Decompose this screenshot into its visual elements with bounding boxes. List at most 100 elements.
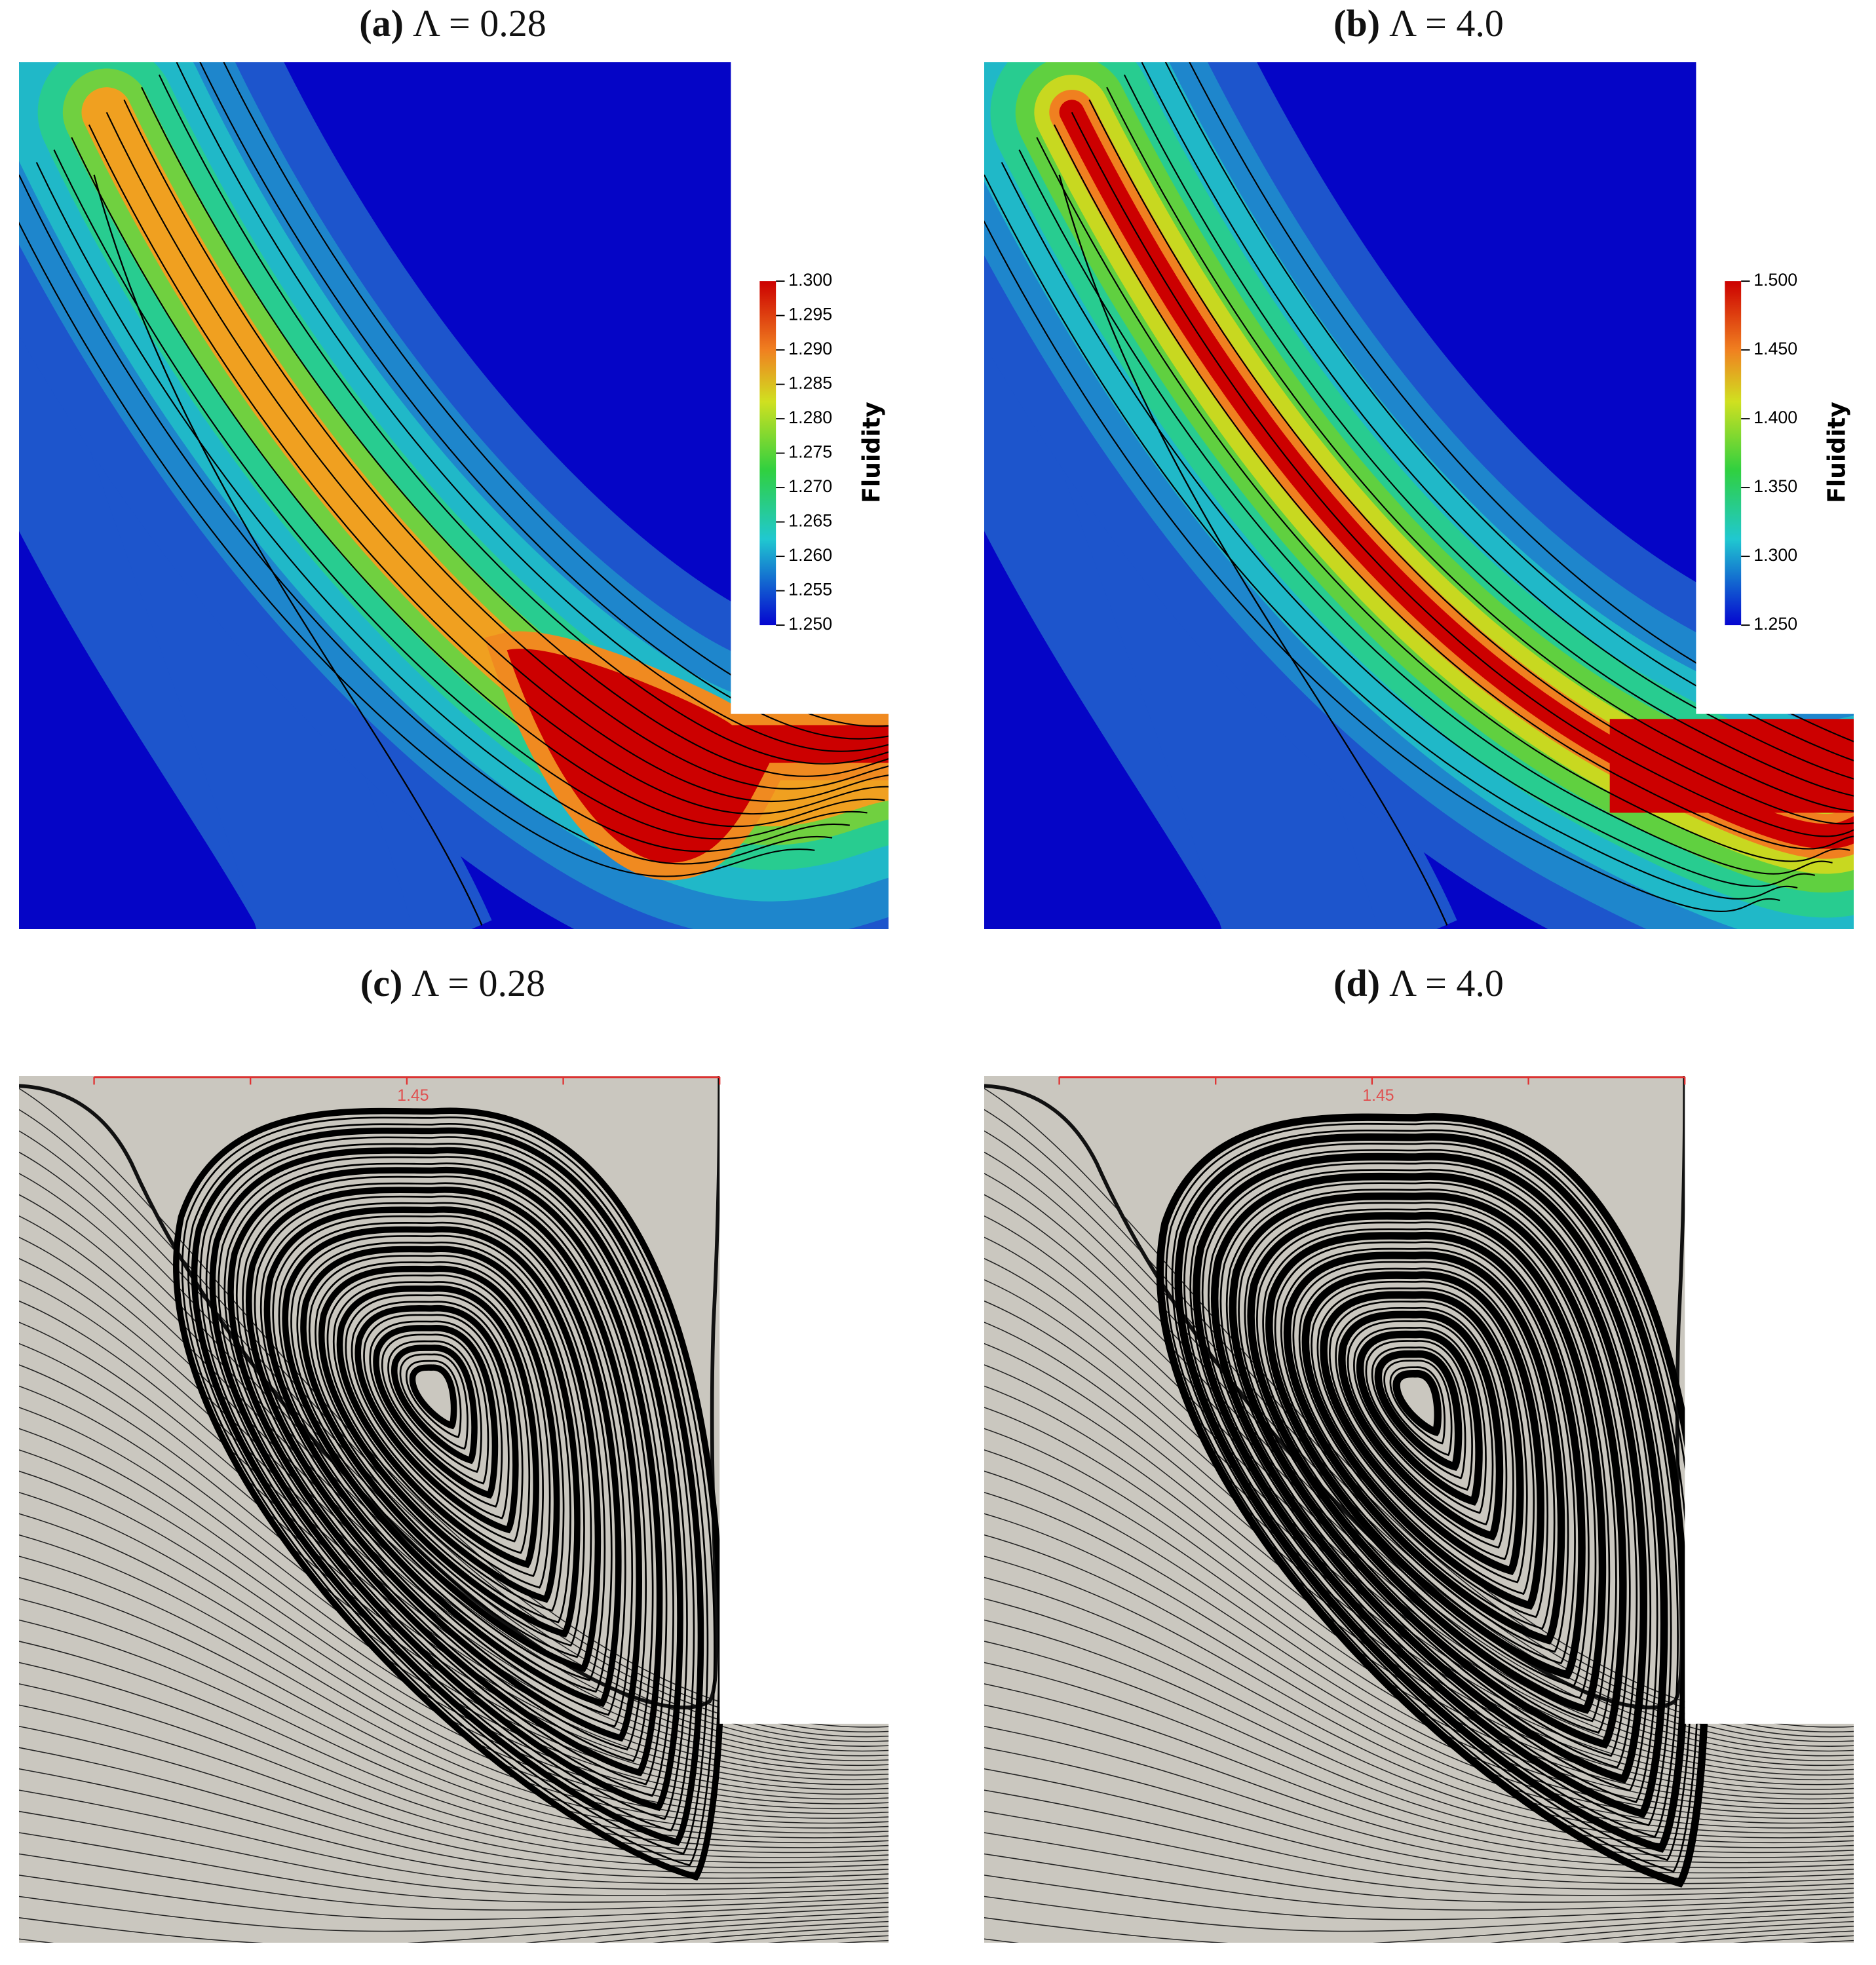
vortex-streamline xyxy=(1301,1271,1544,1610)
streamline xyxy=(19,1322,889,1780)
vortex-streamline xyxy=(1225,1189,1631,1757)
contour-line xyxy=(93,174,483,926)
streamline xyxy=(19,1911,889,1943)
vortex-streamline xyxy=(387,1340,482,1473)
contour-line xyxy=(105,111,889,803)
colorbar-tick-label: 1.450 xyxy=(1753,339,1797,358)
streamline xyxy=(19,1449,889,1810)
vortex-streamline xyxy=(1392,1369,1442,1437)
panel-caption-text: Λ = 4.0 xyxy=(1389,2,1504,45)
vortex-streamline xyxy=(1283,1251,1565,1645)
vortex-streamline xyxy=(1189,1149,1672,1827)
vortex-streamline xyxy=(1256,1221,1597,1700)
contour-line xyxy=(35,162,850,852)
contour-line xyxy=(1123,74,1854,800)
contour-field xyxy=(19,62,889,929)
streamline xyxy=(19,1662,889,1858)
streamline xyxy=(984,1875,1854,1920)
ruler-label: 1.45 xyxy=(1362,1087,1394,1105)
vortex-streamline xyxy=(181,1116,716,1867)
colorbar-tick-label: 1.300 xyxy=(1753,545,1797,565)
vortex-streamline xyxy=(333,1281,544,1577)
colorbar-tick-label: 1.260 xyxy=(788,545,832,565)
colorbar-tick-label: 1.285 xyxy=(788,373,832,393)
colorbar-tick-label: 1.300 xyxy=(788,270,832,290)
vortex-streamline xyxy=(1156,1113,1710,1888)
vortex-streamline xyxy=(1183,1142,1679,1838)
vortex-streamline xyxy=(1374,1350,1463,1472)
colorbar-tick-label: 1.250 xyxy=(788,614,832,634)
panel-label: (d) xyxy=(1333,962,1380,1004)
streamline xyxy=(19,1534,889,1829)
panel-caption-text: Λ = 4.0 xyxy=(1389,962,1504,1004)
vortex-streamline xyxy=(1208,1169,1652,1792)
vortex-streamline xyxy=(282,1226,602,1673)
colorbar-tick-label: 1.265 xyxy=(788,511,832,531)
contour-line xyxy=(1018,149,1833,875)
vortex-streamline xyxy=(1292,1261,1556,1630)
streamline xyxy=(19,1385,889,1795)
vortex-streamline xyxy=(1274,1241,1576,1665)
streamline xyxy=(984,1832,1854,1903)
vortex-streamline xyxy=(315,1261,565,1612)
streamline xyxy=(984,1920,1854,1943)
streamline xyxy=(984,1725,1854,1874)
contour-line xyxy=(123,99,889,790)
vortex-streamline xyxy=(381,1333,489,1485)
vortex-streamline xyxy=(373,1325,499,1499)
streamlines xyxy=(19,1076,889,1943)
panel-caption-text: Λ = 0.28 xyxy=(413,2,546,45)
vortex-streamline xyxy=(369,1320,503,1508)
panel-label: (c) xyxy=(360,962,402,1004)
contour-line xyxy=(1176,62,1854,762)
vortex-streamline xyxy=(205,1143,688,1820)
vortex-streamline xyxy=(409,1364,457,1430)
streamline xyxy=(984,1911,1854,1943)
streamline xyxy=(19,1364,889,1790)
contour-line xyxy=(71,137,885,828)
streamline xyxy=(19,1925,889,1943)
contour-line xyxy=(1001,162,1816,887)
vortex-streamline xyxy=(173,1107,725,1881)
streamline xyxy=(984,1916,1854,1943)
panel-label: (b) xyxy=(1333,2,1380,45)
streamline xyxy=(984,1704,1854,1869)
vortex-streamline xyxy=(1229,1192,1627,1749)
contour-line xyxy=(1158,62,1854,775)
vortex-streamline xyxy=(1329,1300,1514,1561)
vortex-streamline xyxy=(363,1314,510,1519)
vortex-streamline xyxy=(191,1127,704,1846)
streamline xyxy=(19,1832,889,1903)
colorbar xyxy=(759,281,776,626)
streamline xyxy=(19,1768,889,1884)
colorbar-tick-label: 1.275 xyxy=(788,442,832,462)
streamline xyxy=(19,1939,889,1943)
vortex-streamline xyxy=(227,1167,663,1777)
contour-line xyxy=(193,62,889,740)
streamline xyxy=(19,1555,889,1834)
vortex-streamline xyxy=(187,1123,709,1855)
vortex-streamline xyxy=(199,1136,695,1832)
panel-label: (a) xyxy=(359,2,404,45)
panel-caption-text: Λ = 0.28 xyxy=(412,962,545,1004)
colorbar-tick-label: 1.295 xyxy=(788,305,832,324)
vortex-streamline xyxy=(1311,1280,1535,1595)
streamline xyxy=(984,1853,1854,1911)
streamline xyxy=(19,1343,889,1785)
colorbar-tick-label: 1.290 xyxy=(788,339,832,358)
streamline xyxy=(19,1683,889,1863)
vortex-streamline xyxy=(1193,1153,1668,1818)
contour-line xyxy=(53,149,868,840)
contour-line xyxy=(141,86,889,777)
ruler-label: 1.45 xyxy=(397,1087,429,1105)
vortex-streamline xyxy=(354,1305,519,1534)
streamline xyxy=(984,1896,1854,1932)
vortex-streamline xyxy=(246,1187,642,1742)
vortex-streamline xyxy=(300,1246,581,1638)
streamline xyxy=(984,1939,1854,1943)
vortex-streamline xyxy=(1338,1310,1504,1540)
panel: 1.45 xyxy=(984,1076,1854,1943)
vortex-streamline xyxy=(1171,1129,1693,1861)
vortex-streamline xyxy=(1262,1228,1590,1688)
